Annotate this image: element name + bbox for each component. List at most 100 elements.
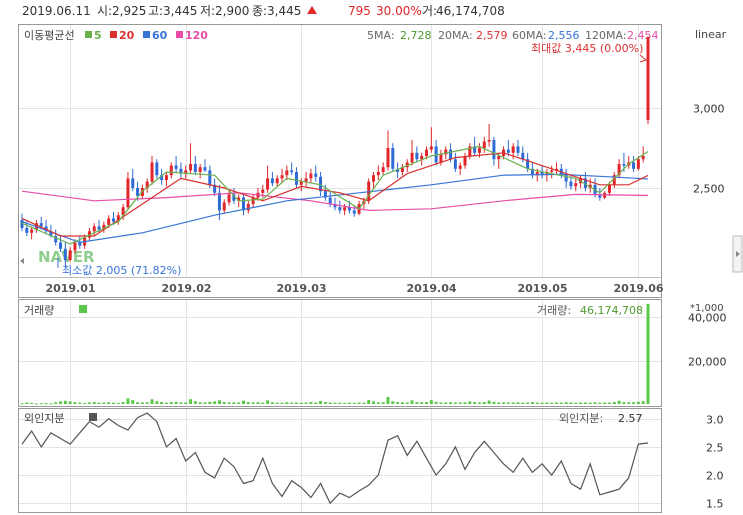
volume-bar — [636, 401, 640, 404]
volume-bar — [78, 402, 82, 404]
scale-mode-label[interactable]: linear — [695, 28, 727, 41]
candle-body — [511, 146, 515, 153]
candle-body — [285, 170, 289, 176]
candle-body — [314, 173, 318, 177]
candle-body — [492, 140, 496, 160]
foreign-tick-label: 2.0 — [706, 470, 724, 483]
volume-bar — [275, 402, 279, 404]
volume-bar — [39, 403, 43, 405]
ma-legend: 이동평균선 5 20 60 120 5MA: 2,728 20MA: 2,579… — [24, 29, 659, 42]
volume-bar — [559, 402, 563, 404]
candle-body — [598, 194, 602, 198]
foreign-tick-label: 2.5 — [706, 442, 724, 455]
date-tick-label: 2019.05 — [517, 282, 567, 295]
candle-body — [583, 178, 587, 188]
volume-bar — [555, 402, 559, 404]
candle-body — [270, 178, 274, 184]
candle-body — [545, 172, 549, 176]
candle-body — [338, 207, 342, 211]
candle-body — [468, 146, 472, 156]
volume-bar — [256, 402, 260, 404]
volume-bar — [232, 402, 236, 404]
volume-bar — [617, 400, 621, 404]
volume-bar — [222, 402, 226, 404]
volume-panel-title: 거래량 — [24, 304, 54, 317]
volume-bar — [309, 402, 313, 404]
volume-value: 46,174,708 — [580, 304, 643, 317]
candle-body — [198, 167, 202, 172]
price-tick-label: 2,500 — [693, 183, 725, 196]
volume-bar — [140, 402, 144, 404]
volume-bar — [323, 402, 327, 404]
volume-bar — [164, 402, 168, 404]
info-change: 795 — [348, 4, 371, 18]
volume-bar — [477, 402, 481, 404]
candle-body — [453, 159, 457, 169]
candle-body — [208, 170, 212, 185]
ma120-swatch — [176, 31, 183, 38]
volume-bar — [54, 402, 58, 404]
candle-body — [294, 172, 298, 185]
candle-body — [299, 181, 303, 185]
candle-body — [424, 149, 428, 156]
volume-bar — [73, 402, 77, 404]
volume-bar — [266, 400, 270, 404]
volume-bar — [482, 402, 486, 404]
volume-bar — [102, 402, 106, 404]
volume-bar — [372, 401, 376, 404]
volume-bar — [357, 402, 361, 404]
volume-bar — [347, 402, 351, 404]
volume-bar — [593, 402, 597, 404]
volume-bar — [285, 402, 289, 404]
volume-tick-label: 20,000 — [688, 356, 727, 369]
candle-body — [386, 148, 390, 168]
chevron-left-icon[interactable] — [20, 258, 24, 264]
volume-swatch — [79, 305, 87, 313]
candle-body — [280, 175, 284, 179]
candle-body — [59, 242, 63, 249]
volume-bar — [290, 402, 294, 404]
candle-body — [126, 178, 130, 208]
volume-bar — [179, 402, 183, 404]
candle-body — [622, 164, 626, 166]
candle-body — [266, 178, 270, 190]
candle-body — [63, 248, 67, 260]
candle-body — [569, 181, 573, 187]
candle-body — [54, 236, 58, 243]
volume-bar — [49, 403, 53, 405]
volume-bar — [44, 403, 48, 405]
candle-body — [646, 36, 650, 120]
candle-body — [482, 141, 486, 148]
candle-body — [116, 215, 120, 222]
ma60-value: 2,556 — [548, 29, 580, 42]
volume-bar — [564, 402, 568, 404]
candle-body — [155, 162, 159, 176]
date-tick-label: 2019.04 — [406, 282, 456, 295]
volume-bar — [116, 402, 120, 404]
candle-body — [381, 167, 385, 172]
volume-bar — [280, 402, 284, 404]
candle-body — [526, 159, 530, 169]
ma20-line — [21, 152, 649, 237]
candle-body — [506, 149, 510, 153]
info-close-label: 종: — [252, 4, 267, 18]
foreign-panel-title: 외인지분 — [24, 412, 64, 425]
ma20-swatch — [110, 31, 117, 38]
volume-bar — [497, 402, 501, 404]
candle-body — [97, 226, 101, 230]
candle-body — [131, 178, 135, 188]
volume-axis: 40,000 20,000 — [688, 312, 727, 369]
candle-body — [213, 184, 217, 193]
volume-bars — [20, 303, 650, 405]
volume-bar — [405, 402, 409, 404]
ma120-legend-label: 120 — [185, 29, 208, 42]
volume-value-label: 거래량: — [537, 304, 571, 317]
chevron-right-icon[interactable] — [736, 251, 740, 257]
volume-bar — [545, 402, 549, 404]
volume-bar — [63, 400, 67, 404]
ma60-line — [21, 173, 649, 244]
ma5-swatch — [85, 31, 92, 38]
volume-bar — [521, 402, 525, 404]
candle-body — [429, 146, 433, 150]
candle-body — [189, 164, 193, 171]
